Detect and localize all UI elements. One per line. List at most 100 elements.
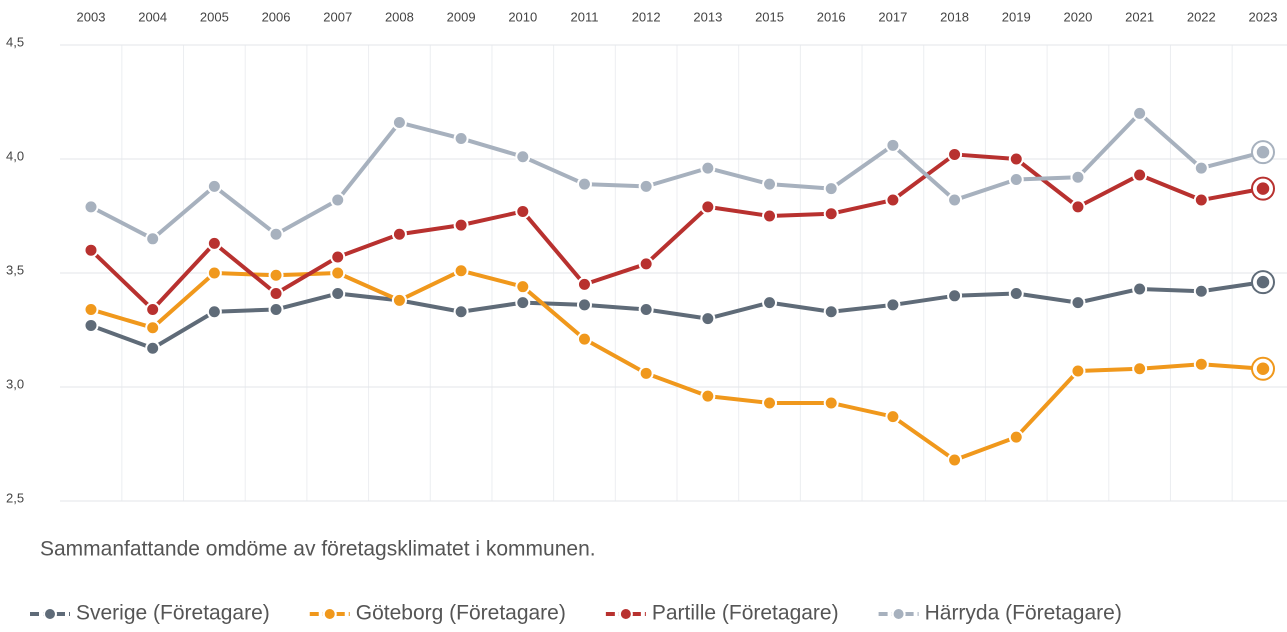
marker xyxy=(638,301,654,317)
marker xyxy=(145,301,161,317)
marker xyxy=(1008,429,1024,445)
marker xyxy=(268,286,284,302)
marker xyxy=(1132,105,1148,121)
legend-item: Härryda (Företagare) xyxy=(878,602,1122,625)
legend-item: Partille (Företagare) xyxy=(605,602,839,625)
y-tick-label: 2,5 xyxy=(6,490,24,505)
marker xyxy=(947,288,963,304)
marker xyxy=(576,176,592,192)
marker xyxy=(1255,144,1271,160)
marker xyxy=(700,311,716,327)
marker xyxy=(206,235,222,251)
marker xyxy=(1193,356,1209,372)
marker xyxy=(515,279,531,295)
y-tick-label: 3,0 xyxy=(6,376,24,391)
x-tick-label: 2011 xyxy=(570,9,598,24)
marker xyxy=(638,365,654,381)
y-tick-label: 3,5 xyxy=(6,262,24,277)
marker xyxy=(83,301,99,317)
legend-swatch-dot xyxy=(618,607,633,621)
marker xyxy=(762,176,778,192)
marker xyxy=(83,317,99,333)
marker xyxy=(145,340,161,356)
marker xyxy=(1132,361,1148,377)
marker xyxy=(1193,160,1209,176)
x-tick-label: 2020 xyxy=(1063,9,1092,24)
x-tick-label: 2013 xyxy=(693,9,722,24)
x-tick-label: 2008 xyxy=(385,9,414,24)
marker xyxy=(268,301,284,317)
x-tick-label: 2016 xyxy=(817,9,846,24)
marker xyxy=(1070,169,1086,185)
marker xyxy=(453,217,469,233)
marker xyxy=(947,192,963,208)
marker xyxy=(638,178,654,194)
marker xyxy=(1008,151,1024,167)
marker xyxy=(1255,274,1271,290)
marker xyxy=(330,286,346,302)
marker xyxy=(453,263,469,279)
legend-label: Sverige (Företagare) xyxy=(76,602,270,625)
legend-label: Härryda (Företagare) xyxy=(925,602,1122,625)
marker xyxy=(330,265,346,281)
marker xyxy=(823,206,839,222)
marker xyxy=(1255,361,1271,377)
marker xyxy=(330,249,346,265)
marker xyxy=(1008,286,1024,302)
marker xyxy=(762,395,778,411)
series-line xyxy=(90,268,1264,462)
series-line xyxy=(90,111,1264,241)
x-tick-label: 2003 xyxy=(77,9,106,24)
chart-subtitle: Sammanfattande omdöme av företagsklimate… xyxy=(40,538,596,561)
x-tick-label: 2004 xyxy=(138,9,167,24)
x-tick-label: 2010 xyxy=(508,9,537,24)
marker xyxy=(268,267,284,283)
marker xyxy=(83,242,99,258)
marker xyxy=(515,149,531,165)
x-tick-label: 2017 xyxy=(878,9,907,24)
marker xyxy=(947,146,963,162)
marker xyxy=(453,130,469,146)
marker xyxy=(576,297,592,313)
marker xyxy=(700,160,716,176)
legend-label: Göteborg (Företagare) xyxy=(356,602,566,625)
marker xyxy=(762,208,778,224)
x-tick-label: 2023 xyxy=(1249,9,1278,24)
marker xyxy=(885,192,901,208)
x-tick-label: 2018 xyxy=(940,9,969,24)
x-tick-label: 2009 xyxy=(447,9,476,24)
marker xyxy=(1008,172,1024,188)
y-tick-label: 4,5 xyxy=(6,34,24,49)
marker xyxy=(823,395,839,411)
marker xyxy=(885,297,901,313)
marker xyxy=(268,226,284,242)
marker xyxy=(576,331,592,347)
legend-swatch-dot xyxy=(43,607,57,621)
x-tick-label: 2005 xyxy=(200,9,229,24)
marker xyxy=(823,304,839,320)
marker xyxy=(1132,167,1148,183)
marker xyxy=(1255,180,1271,197)
marker xyxy=(206,304,222,320)
marker xyxy=(638,256,654,272)
marker xyxy=(1132,281,1148,297)
marker xyxy=(823,181,839,197)
marker xyxy=(1070,295,1086,311)
x-tick-label: 2022 xyxy=(1187,9,1216,24)
marker xyxy=(1070,199,1086,215)
marker xyxy=(145,320,161,336)
x-tick-label: 2006 xyxy=(262,9,291,24)
marker xyxy=(515,203,531,219)
legend-label: Partille (Företagare) xyxy=(652,602,839,625)
x-tick-label: 2015 xyxy=(755,9,784,24)
legend-swatch-dot xyxy=(322,607,337,621)
marker xyxy=(1070,363,1086,379)
marker xyxy=(83,199,99,215)
x-tick-label: 2007 xyxy=(323,9,352,24)
marker xyxy=(145,231,161,247)
marker xyxy=(700,388,716,404)
y-tick-label: 4,0 xyxy=(6,148,24,163)
marker xyxy=(762,295,778,311)
marker xyxy=(391,226,407,242)
